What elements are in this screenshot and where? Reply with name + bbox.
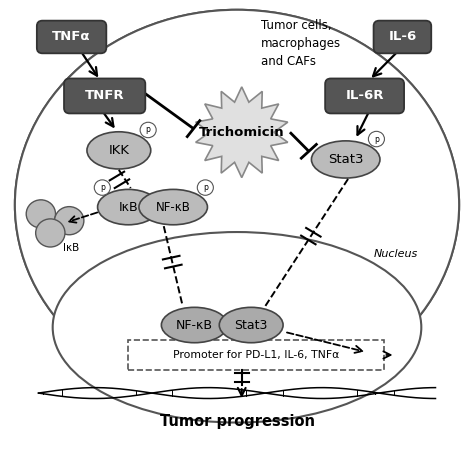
- Ellipse shape: [87, 132, 151, 169]
- Text: Tumor cells,
macrophages
and CAFs: Tumor cells, macrophages and CAFs: [261, 19, 341, 68]
- Text: IL-6: IL-6: [388, 30, 417, 44]
- Circle shape: [55, 207, 84, 235]
- Text: p: p: [374, 135, 379, 143]
- Text: p: p: [146, 126, 151, 135]
- Circle shape: [36, 219, 65, 247]
- Text: Promoter for PD-L1, IL-6, TNFα: Promoter for PD-L1, IL-6, TNFα: [173, 350, 339, 360]
- Text: IκB: IκB: [64, 243, 80, 253]
- Text: Stat3: Stat3: [235, 318, 268, 332]
- Ellipse shape: [15, 10, 459, 400]
- Ellipse shape: [53, 232, 421, 423]
- Ellipse shape: [15, 10, 459, 400]
- FancyBboxPatch shape: [325, 79, 404, 113]
- Polygon shape: [196, 87, 288, 177]
- Text: p: p: [100, 183, 105, 192]
- Circle shape: [197, 180, 213, 195]
- Circle shape: [26, 200, 55, 228]
- FancyBboxPatch shape: [64, 79, 146, 113]
- Text: IκB: IκB: [118, 201, 138, 213]
- FancyBboxPatch shape: [37, 20, 106, 53]
- Ellipse shape: [311, 141, 380, 178]
- Ellipse shape: [219, 307, 283, 343]
- Ellipse shape: [161, 307, 228, 343]
- Text: NF-κB: NF-κB: [176, 318, 213, 332]
- Text: IKK: IKK: [109, 144, 129, 157]
- Text: NF-κB: NF-κB: [156, 201, 191, 213]
- Circle shape: [140, 122, 156, 138]
- Text: Stat3: Stat3: [328, 153, 364, 166]
- Text: TNFR: TNFR: [85, 90, 125, 102]
- Text: IL-6R: IL-6R: [346, 90, 384, 102]
- Text: Trichomicin: Trichomicin: [199, 126, 284, 139]
- Text: TNFα: TNFα: [52, 30, 91, 44]
- Circle shape: [94, 180, 110, 195]
- Ellipse shape: [139, 189, 208, 225]
- Text: p: p: [203, 183, 208, 192]
- Text: Nucleus: Nucleus: [374, 249, 419, 259]
- FancyBboxPatch shape: [128, 339, 383, 370]
- Ellipse shape: [98, 189, 159, 225]
- Text: Tumor progression: Tumor progression: [159, 414, 315, 429]
- Circle shape: [368, 131, 384, 147]
- FancyBboxPatch shape: [374, 20, 431, 53]
